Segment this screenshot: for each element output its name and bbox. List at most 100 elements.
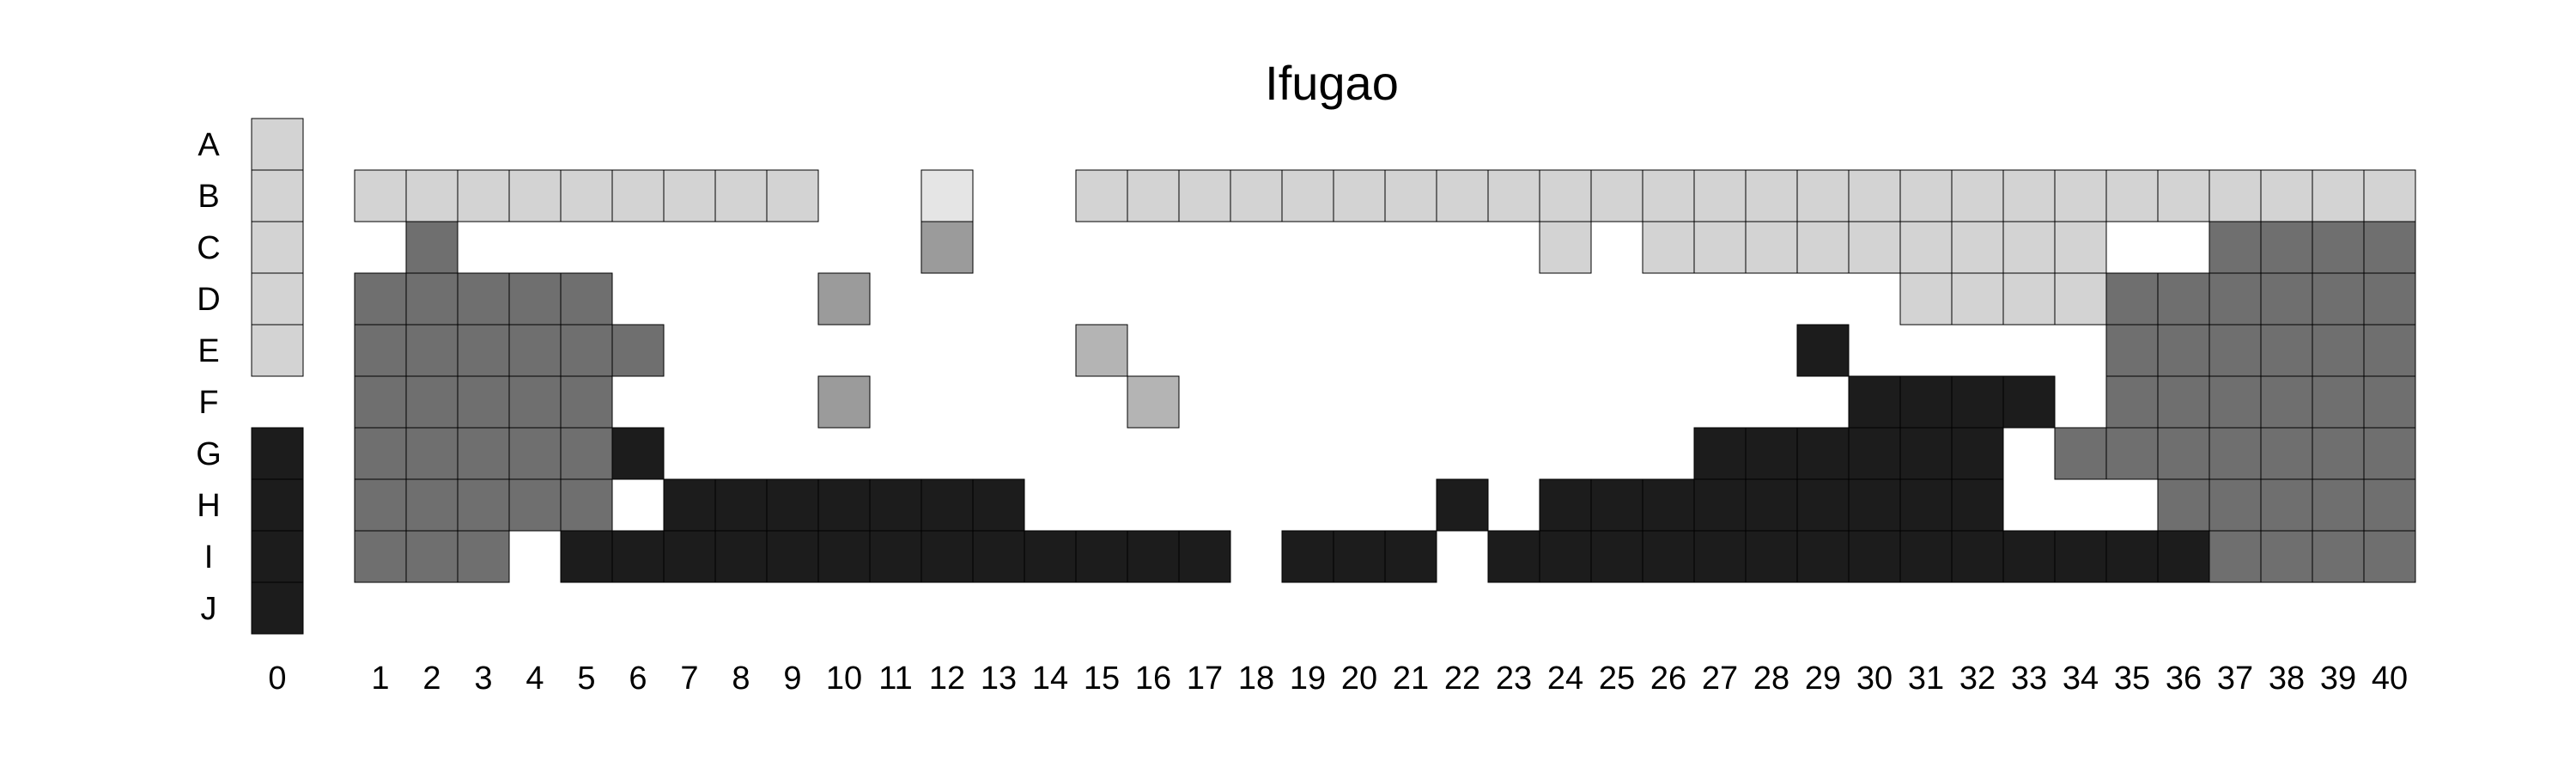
heatmap-cell-2-F [406, 376, 458, 428]
heatmap-cell-39-C [2312, 222, 2364, 273]
heatmap-cell-35-I [2106, 531, 2158, 582]
heatmap-cell-12-H [921, 479, 973, 531]
heatmap-cell-13-H [973, 479, 1024, 531]
column-label-28: 28 [1753, 660, 1789, 697]
heatmap-cell-13-I [973, 531, 1024, 582]
heatmap-cell-36-F [2158, 376, 2209, 428]
heatmap-cell-9-I [767, 531, 818, 582]
column-label-35: 35 [2114, 660, 2150, 697]
heatmap-cell-4-H [509, 479, 561, 531]
heatmap-cell-0-H [252, 479, 303, 531]
heatmap-cell-34-C [2055, 222, 2106, 273]
heatmap-cell-40-C [2364, 222, 2415, 273]
heatmap-cell-5-I [561, 531, 612, 582]
column-label-14: 14 [1032, 660, 1068, 697]
heatmap-cell-5-B [561, 170, 612, 222]
heatmap-cell-37-G [2209, 428, 2261, 479]
heatmap-cell-20-B [1334, 170, 1385, 222]
heatmap-cell-0-E [252, 325, 303, 376]
column-label-15: 15 [1084, 660, 1120, 697]
heatmap-cell-39-E [2312, 325, 2364, 376]
row-label-H: H [197, 488, 220, 524]
heatmap-cell-0-D [252, 273, 303, 325]
column-label-2: 2 [422, 660, 440, 697]
heatmap-cell-5-E [561, 325, 612, 376]
heatmap-cell-29-E [1797, 325, 1849, 376]
column-label-13: 13 [981, 660, 1017, 697]
heatmap-cell-11-I [870, 531, 921, 582]
heatmap-cell-38-I [2261, 531, 2312, 582]
heatmap-cell-39-D [2312, 273, 2364, 325]
heatmap-cell-8-H [715, 479, 767, 531]
column-label-23: 23 [1496, 660, 1532, 697]
heatmap-cell-31-B [1900, 170, 1952, 222]
heatmap-cell-2-C [406, 222, 458, 273]
heatmap-cell-31-C [1900, 222, 1952, 273]
heatmap-cell-31-I [1900, 531, 1952, 582]
heatmap-cell-4-D [509, 273, 561, 325]
heatmap-cell-24-H [1540, 479, 1591, 531]
heatmap-cell-33-B [2003, 170, 2055, 222]
heatmap-cell-36-G [2158, 428, 2209, 479]
column-label-30: 30 [1856, 660, 1893, 697]
heatmap-cell-37-I [2209, 531, 2261, 582]
heatmap-cell-26-B [1643, 170, 1694, 222]
heatmap-cell-34-I [2055, 531, 2106, 582]
column-label-21: 21 [1393, 660, 1429, 697]
heatmap-cell-30-H [1849, 479, 1900, 531]
heatmap-cell-39-H [2312, 479, 2364, 531]
heatmap-cells [252, 119, 2415, 634]
heatmap-cell-35-G [2106, 428, 2158, 479]
heatmap-cell-31-D [1900, 273, 1952, 325]
heatmap-cell-7-B [664, 170, 715, 222]
column-label-4: 4 [526, 660, 544, 697]
heatmap-cell-25-I [1591, 531, 1643, 582]
column-label-3: 3 [474, 660, 492, 697]
column-label-24: 24 [1547, 660, 1583, 697]
heatmap-cell-25-B [1591, 170, 1643, 222]
heatmap-cell-3-B [458, 170, 509, 222]
column-label-8: 8 [732, 660, 750, 697]
heatmap-cell-31-F [1900, 376, 1952, 428]
heatmap-cell-16-F [1127, 376, 1179, 428]
heatmap-cell-0-C [252, 222, 303, 273]
heatmap-cell-12-B [921, 170, 973, 222]
heatmap-cell-18-B [1230, 170, 1282, 222]
heatmap-cell-30-G [1849, 428, 1900, 479]
column-label-38: 38 [2269, 660, 2305, 697]
heatmap-cell-40-F [2364, 376, 2415, 428]
heatmap-cell-31-H [1900, 479, 1952, 531]
heatmap-cell-35-F [2106, 376, 2158, 428]
heatmap-cell-6-E [612, 325, 664, 376]
heatmap-cell-2-B [406, 170, 458, 222]
heatmap-cell-10-D [818, 273, 870, 325]
heatmap-cell-3-H [458, 479, 509, 531]
heatmap-cell-5-D [561, 273, 612, 325]
heatmap-cell-14-I [1024, 531, 1076, 582]
heatmap-cell-16-I [1127, 531, 1179, 582]
heatmap-cell-15-E [1076, 325, 1127, 376]
heatmap-cell-29-I [1797, 531, 1849, 582]
heatmap-cell-8-B [715, 170, 767, 222]
heatmap-cell-27-H [1694, 479, 1746, 531]
column-label-27: 27 [1702, 660, 1738, 697]
heatmap-cell-31-G [1900, 428, 1952, 479]
heatmap-cell-19-B [1282, 170, 1334, 222]
heatmap-cell-38-B [2261, 170, 2312, 222]
heatmap-cell-39-F [2312, 376, 2364, 428]
column-label-0: 0 [268, 660, 286, 697]
row-label-D: D [197, 282, 220, 318]
column-label-25: 25 [1599, 660, 1635, 697]
heatmap-cell-7-I [664, 531, 715, 582]
column-label-34: 34 [2063, 660, 2099, 697]
heatmap-cell-1-H [355, 479, 406, 531]
heatmap-cell-22-B [1437, 170, 1488, 222]
heatmap-cell-0-I [252, 531, 303, 582]
column-label-26: 26 [1650, 660, 1686, 697]
heatmap-cell-1-F [355, 376, 406, 428]
heatmap-cell-23-I [1488, 531, 1540, 582]
heatmap-cell-27-C [1694, 222, 1746, 273]
heatmap-cell-30-C [1849, 222, 1900, 273]
heatmap-cell-37-H [2209, 479, 2261, 531]
heatmap-cell-32-H [1952, 479, 2003, 531]
